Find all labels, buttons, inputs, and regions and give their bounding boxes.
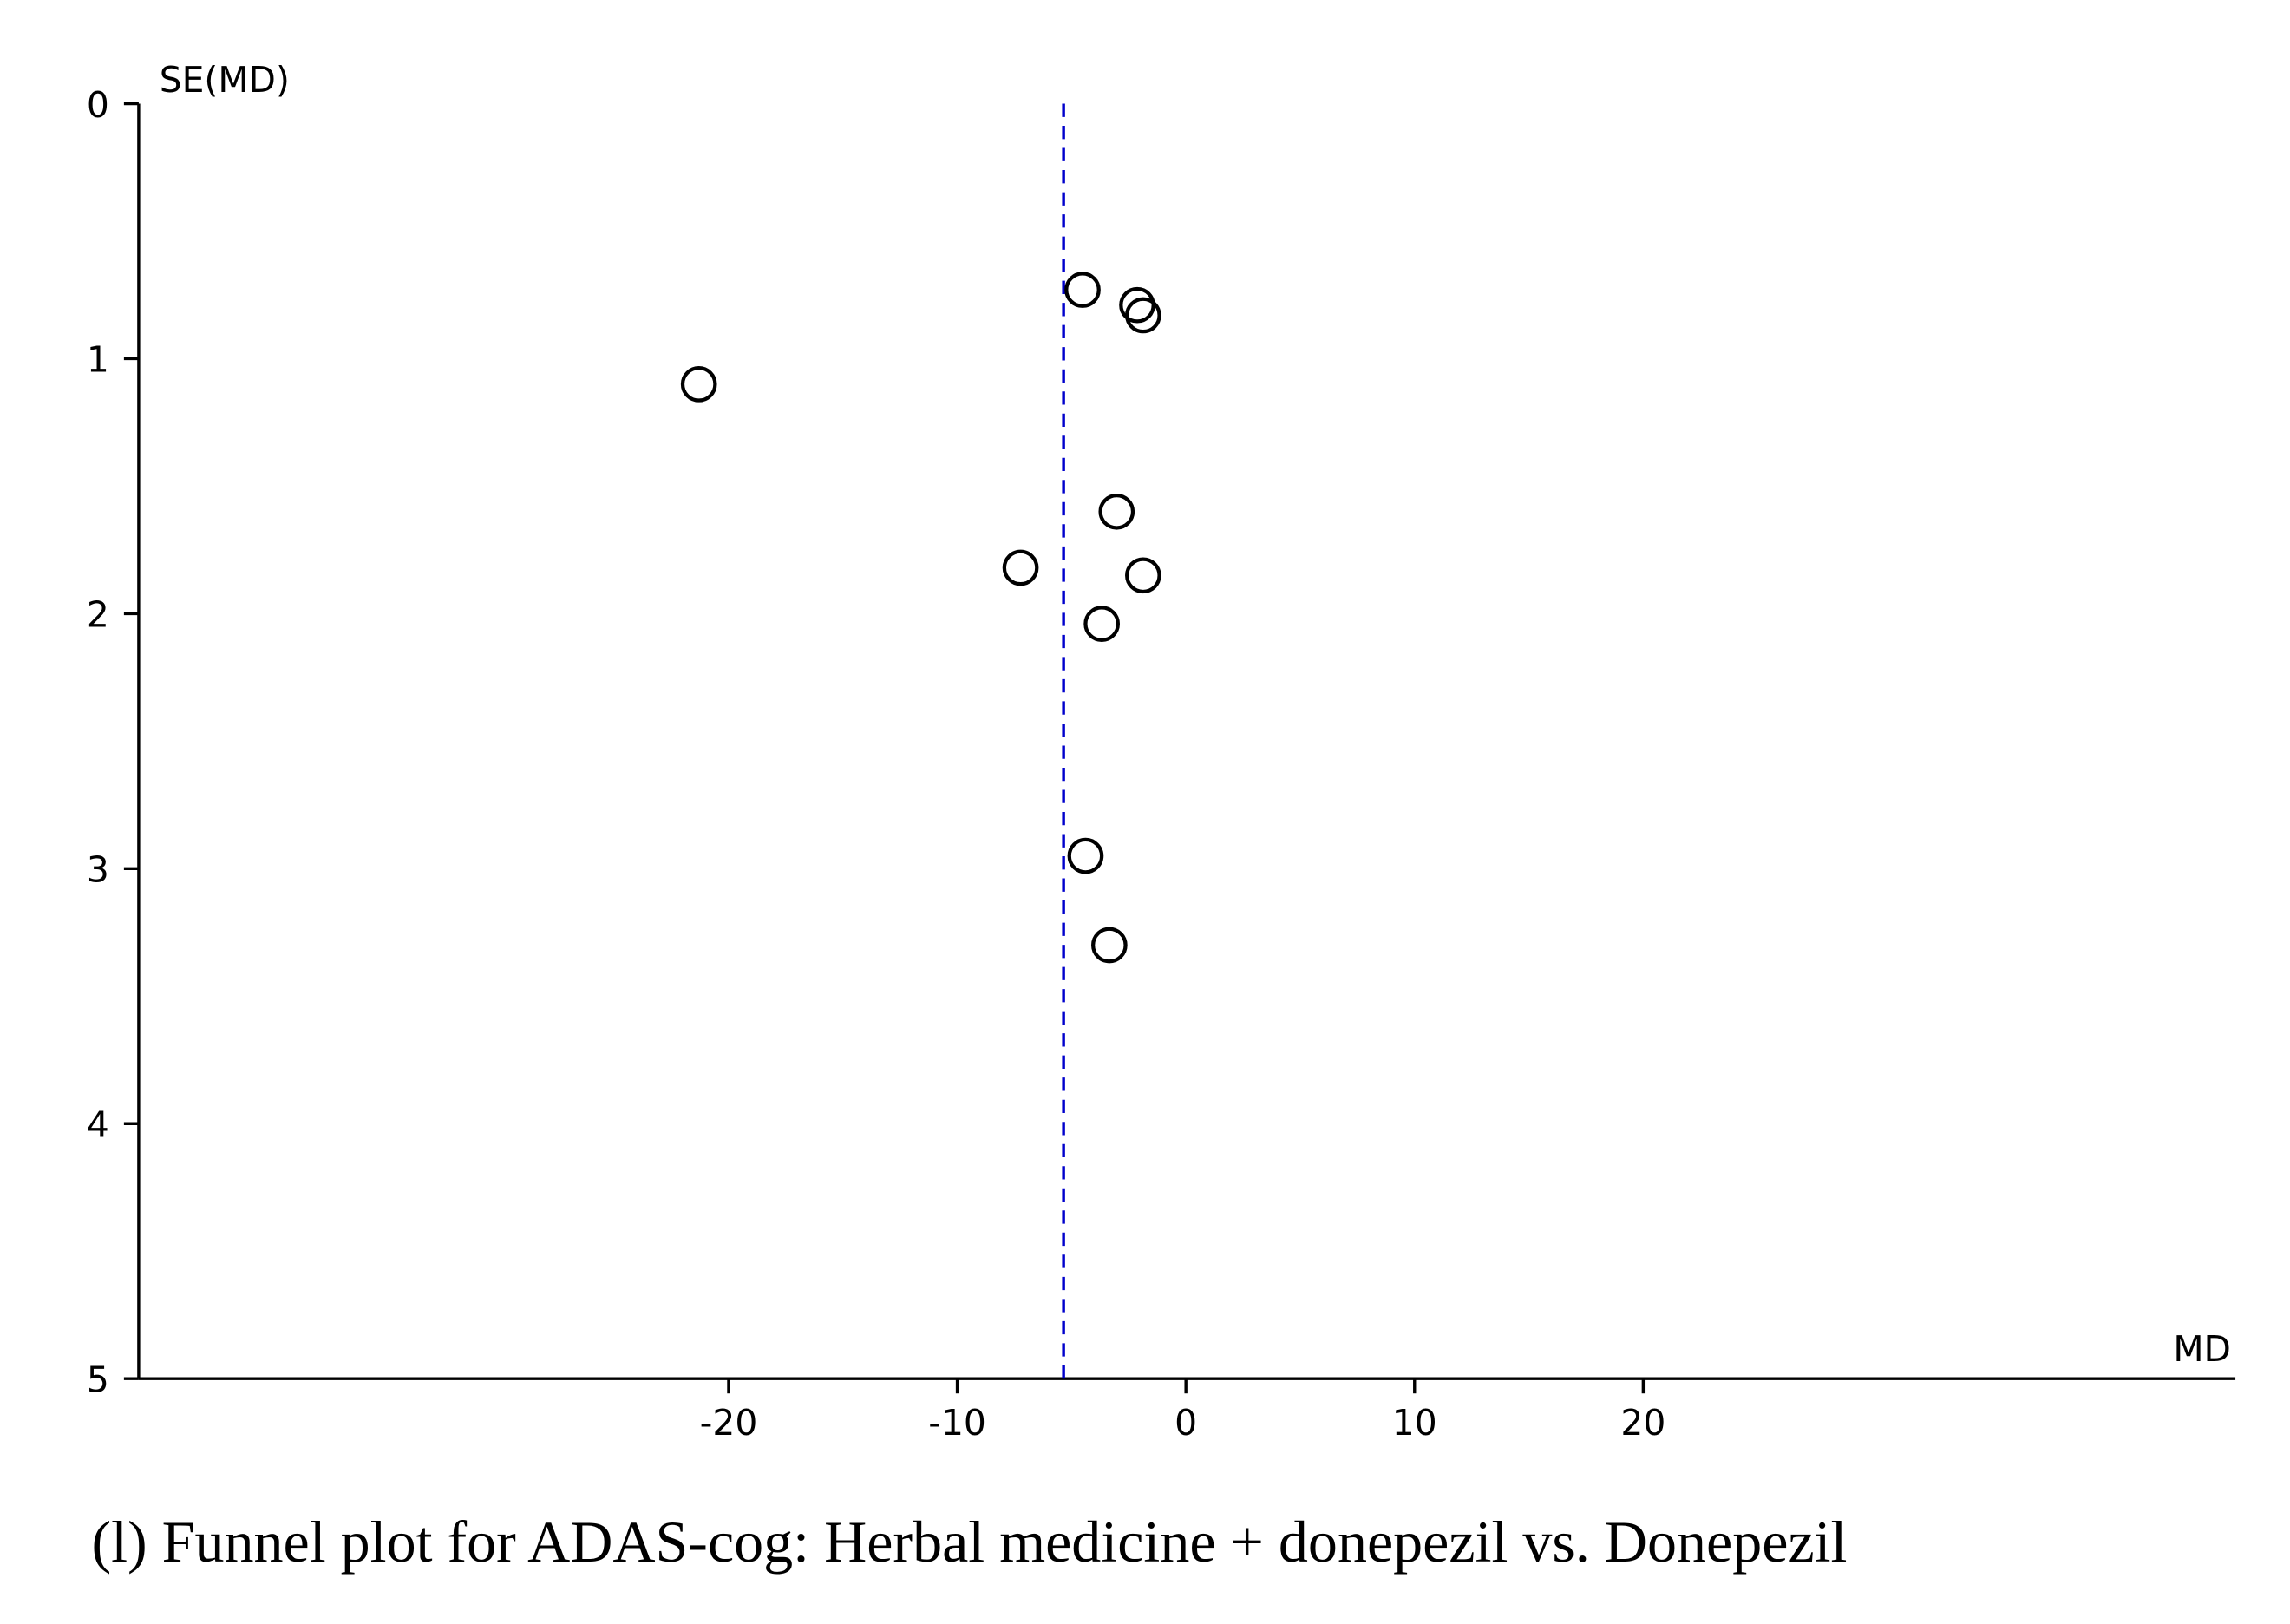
x-tick-label: 0 bbox=[1174, 1402, 1197, 1444]
study-point bbox=[1125, 557, 1161, 594]
study-point bbox=[1098, 493, 1135, 530]
x-tick-label: 20 bbox=[1620, 1402, 1665, 1444]
x-tick-label: -10 bbox=[928, 1402, 986, 1444]
y-tick-label: 1 bbox=[87, 339, 109, 381]
x-tick-label: 10 bbox=[1392, 1402, 1437, 1444]
y-tick-label: 4 bbox=[87, 1104, 109, 1146]
study-point bbox=[1091, 927, 1128, 964]
y-tick-label: 3 bbox=[87, 849, 109, 891]
x-axis-label: MD bbox=[2173, 1328, 2231, 1370]
study-point bbox=[1064, 272, 1101, 308]
study-point bbox=[1083, 606, 1120, 642]
y-axis-label: SE(MD) bbox=[160, 59, 290, 101]
caption: (l) Funnel plot for ADAS-cog: Herbal med… bbox=[91, 1509, 1847, 1575]
study-point bbox=[1067, 837, 1104, 874]
study-point bbox=[680, 365, 717, 403]
study-point bbox=[1125, 297, 1161, 334]
study-point bbox=[1002, 549, 1039, 586]
x-tick-label: -20 bbox=[700, 1402, 758, 1444]
y-tick-label: 5 bbox=[87, 1359, 109, 1401]
y-tick-label: 0 bbox=[87, 84, 109, 126]
y-tick-label: 2 bbox=[87, 594, 109, 636]
